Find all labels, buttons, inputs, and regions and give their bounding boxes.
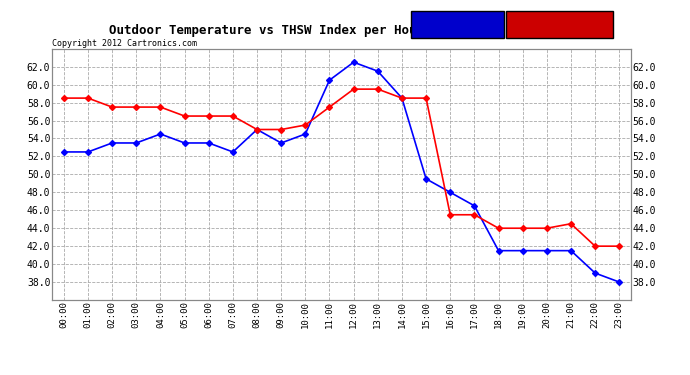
Text: Copyright 2012 Cartronics.com: Copyright 2012 Cartronics.com — [52, 39, 197, 48]
Text: THSW  (°F): THSW (°F) — [428, 20, 486, 29]
Text: Temperature  (°F): Temperature (°F) — [509, 20, 609, 29]
Text: Outdoor Temperature vs THSW Index per Hour (24 Hours)  20121202: Outdoor Temperature vs THSW Index per Ho… — [109, 24, 581, 38]
